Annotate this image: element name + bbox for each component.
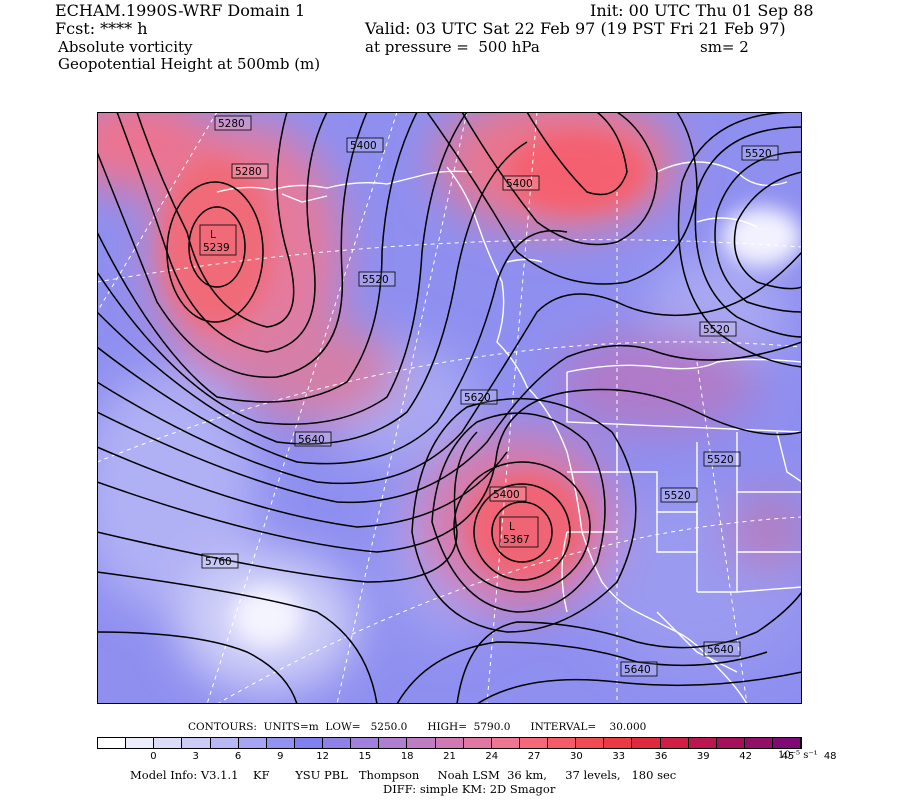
color-bar-swatch — [604, 738, 633, 748]
color-bar-tick-label: 3 — [192, 751, 199, 762]
contour-label-5400-gulf: 5400 — [502, 175, 540, 191]
contour-label-5760: 5760 — [201, 553, 239, 569]
color-bar-swatch — [210, 738, 239, 748]
contour-label-5280-top: 5280 — [214, 115, 252, 131]
diffusion-info: DIFF: simple KM: 2D Smagor — [383, 782, 556, 796]
vorticity-height-map: 5280 5280 5400 5400 5520 5520 5520 5620 … — [97, 112, 802, 704]
svg-text:5620: 5620 — [464, 392, 491, 404]
svg-text:5367: 5367 — [503, 534, 530, 546]
color-bar-tick-label: 42 — [739, 751, 752, 762]
plot-title: ECHAM.1990S-WRF Domain 1 — [55, 1, 306, 20]
contour-label-5520-central: 5520 — [699, 321, 737, 337]
color-bar-swatch — [463, 738, 492, 748]
color-bar-tick-label: 18 — [400, 751, 414, 762]
svg-text:5520: 5520 — [362, 274, 389, 286]
color-bar-tick-label: 36 — [654, 751, 668, 762]
svg-text:5640: 5640 — [707, 644, 734, 656]
color-bar-swatch — [182, 738, 211, 748]
contour-label-5400-north: 5400 — [346, 137, 384, 153]
color-bar-swatch — [98, 738, 127, 748]
svg-text:5520: 5520 — [745, 148, 772, 160]
contour-info: CONTOURS: UNITS=m LOW= 5250.0 HIGH= 5790… — [188, 721, 647, 733]
color-bar-ticks: 0 3 6 9 12 15 18 21 24 27 30 33 36 39 42 45 48 — [97, 751, 836, 765]
contour-label-5620: 5620 — [460, 389, 498, 405]
color-bar-tick-label: 48 — [823, 751, 837, 762]
svg-text:5520: 5520 — [703, 324, 730, 336]
color-bar-tick-label: 24 — [485, 751, 499, 762]
color-bar-swatch — [407, 738, 436, 748]
svg-text:L: L — [210, 229, 216, 241]
color-bar-swatch — [323, 738, 352, 748]
color-bar-swatch — [519, 738, 548, 748]
color-bar-tick-label: 33 — [612, 751, 626, 762]
color-bar-swatch — [491, 738, 520, 748]
field-name-height: Geopotential Height at 500mb (m) — [58, 55, 321, 73]
color-bar-tick-label: 39 — [696, 751, 710, 762]
map-frame — [97, 112, 802, 704]
color-bar-swatch — [351, 738, 380, 748]
color-bar — [97, 737, 802, 749]
low-center-california: L 5367 — [499, 516, 539, 548]
contour-label-5400-low: 5400 — [489, 486, 527, 502]
svg-text:5520: 5520 — [707, 454, 734, 466]
color-bar-swatch — [154, 738, 183, 748]
color-bar-swatch — [660, 738, 689, 748]
color-bar-swatch — [294, 738, 323, 748]
color-bar-tick-label: 12 — [316, 751, 329, 762]
color-bar-swatch — [744, 738, 773, 748]
svg-text:5640: 5640 — [624, 664, 651, 676]
contour-label-5640-south: 5640 — [620, 661, 658, 677]
contour-label-5520-west: 5520 — [358, 271, 396, 287]
pressure-level: at pressure = 500 hPa — [365, 38, 540, 56]
svg-text:5760: 5760 — [205, 556, 232, 568]
contour-label-5520-rockies: 5520 — [660, 487, 698, 503]
contour-label-5280-low: 5280 — [231, 163, 269, 179]
color-bar-swatch — [548, 738, 577, 748]
color-bar-swatch — [576, 738, 605, 748]
low-center-pacific: L 5239 — [199, 224, 237, 256]
svg-text:5280: 5280 — [218, 118, 245, 130]
svg-text:5520: 5520 — [664, 490, 691, 502]
color-bar-swatch — [688, 738, 717, 748]
contour-label-5640-southeast: 5640 — [703, 641, 741, 657]
color-bar-swatch — [632, 738, 661, 748]
color-bar-units: 10⁻⁵ s⁻¹ — [778, 750, 818, 761]
svg-text:L: L — [509, 521, 515, 533]
svg-text:5280: 5280 — [235, 166, 262, 178]
field-name-vorticity: Absolute vorticity — [58, 38, 193, 56]
contour-label-5520-plains: 5520 — [703, 451, 741, 467]
color-bar-swatch — [773, 738, 802, 748]
color-bar-tick-label: 30 — [570, 751, 583, 762]
init-time: Init: 00 UTC Thu 01 Sep 88 — [590, 1, 814, 20]
svg-text:5239: 5239 — [203, 242, 230, 254]
valid-time: Valid: 03 UTC Sat 22 Feb 97 (19 PST Fri … — [365, 19, 786, 38]
color-bar-swatch — [435, 738, 464, 748]
svg-text:5400: 5400 — [350, 140, 377, 152]
color-bar-tick-label: 27 — [527, 751, 541, 762]
height-contours — [97, 112, 802, 704]
forecast-hour: Fcst: **** h — [55, 19, 148, 38]
color-bar-swatch — [126, 738, 155, 748]
color-bar-swatch — [266, 738, 295, 748]
color-bar-swatch — [379, 738, 408, 748]
contour-label-5640-west: 5640 — [294, 431, 332, 447]
color-bar-swatch — [716, 738, 745, 748]
smoothing-value: sm= 2 — [700, 38, 749, 56]
color-bar-tick-label: 0 — [150, 751, 157, 762]
color-bar-tick-label: 15 — [358, 751, 372, 762]
color-bar-tick-label: 21 — [443, 751, 456, 762]
color-bar-swatch — [238, 738, 267, 748]
color-bar-tick-label: 45 — [781, 751, 795, 762]
contour-label-5520-east: 5520 — [741, 145, 779, 161]
svg-text:5400: 5400 — [493, 489, 520, 501]
model-info: Model Info: V3.1.1 KF YSU PBL Thompson N… — [130, 768, 677, 782]
svg-text:5400: 5400 — [506, 178, 533, 190]
color-bar-tick-label: 6 — [234, 751, 242, 762]
color-bar-tick-label: 9 — [277, 751, 284, 762]
svg-text:5640: 5640 — [298, 434, 325, 446]
